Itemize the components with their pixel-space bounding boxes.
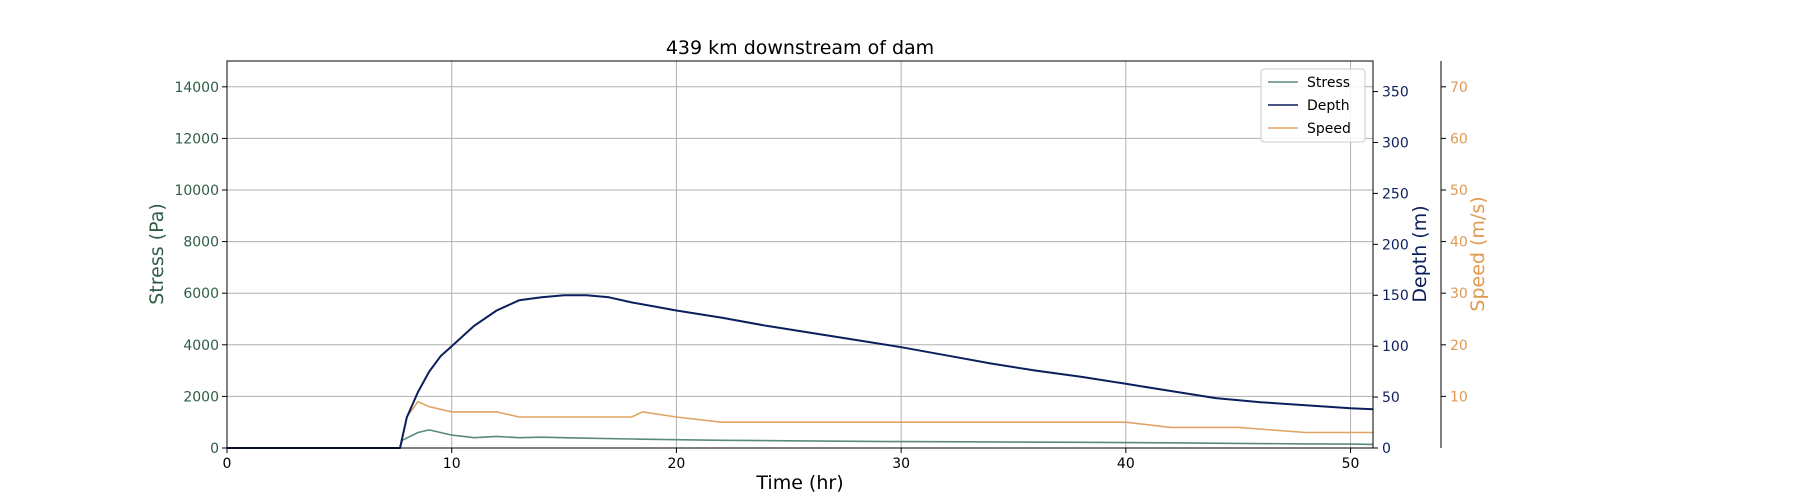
series-line-speed: [227, 400, 1373, 449]
speed-tick-label: 50: [1450, 183, 1468, 199]
depth-tick-label: 100: [1382, 339, 1409, 355]
series-line-depth: [227, 294, 1374, 449]
stress-tick-label: 12000: [174, 131, 219, 147]
depth-tick-label: 250: [1382, 186, 1409, 202]
stress-axis-label: Stress (Pa): [146, 203, 168, 305]
legend-label-depth: Depth: [1307, 98, 1350, 114]
stress-tick-label: 0: [210, 441, 219, 457]
speed-tick-label: 10: [1450, 389, 1468, 405]
stress-axis: 0 2000 4000 6000 8000 10000 12000 14000: [174, 80, 227, 457]
depth-tick-label: 150: [1382, 288, 1409, 304]
chart-title: 439 km downstream of dam: [666, 37, 934, 59]
legend-label-stress: Stress: [1307, 75, 1350, 91]
x-tick-label: 0: [223, 456, 232, 472]
x-tick-label: 20: [667, 456, 685, 472]
x-axis: 0 10 20 30 40 50: [223, 448, 1360, 472]
stress-tick-label: 4000: [183, 338, 219, 354]
x-tick-label: 10: [443, 456, 461, 472]
x-axis-label: Time (hr): [755, 472, 843, 494]
x-tick-label: 30: [892, 456, 910, 472]
stress-tick-label: 8000: [183, 235, 219, 251]
depth-axis: 0 50 100 150 200 250 300 350: [1373, 85, 1409, 457]
depth-tick-label: 300: [1382, 135, 1409, 151]
speed-axis: 10 20 30 40 50 60 70: [1440, 61, 1468, 448]
series-layer: [227, 294, 1374, 449]
depth-axis-label: Depth (m): [1409, 205, 1431, 302]
speed-tick-label: 70: [1450, 80, 1468, 96]
speed-axis-label: Speed (m/s): [1467, 196, 1489, 311]
speed-tick-label: 40: [1450, 235, 1468, 251]
legend: Stress Depth Speed: [1260, 68, 1366, 143]
speed-tick-label: 20: [1450, 338, 1468, 354]
plot-frame: [226, 60, 1374, 449]
series-line-stress: [227, 429, 1374, 449]
depth-tick-label: 200: [1382, 237, 1409, 253]
legend-box: [1260, 68, 1366, 143]
speed-tick-label: 30: [1450, 286, 1468, 302]
stress-tick-label: 14000: [174, 80, 219, 96]
depth-tick-label: 350: [1382, 85, 1409, 101]
grid: [226, 61, 1373, 449]
stress-tick-label: 6000: [183, 286, 219, 302]
depth-tick-label: 50: [1382, 390, 1400, 406]
stress-tick-label: 10000: [174, 183, 219, 199]
x-tick-label: 40: [1117, 456, 1135, 472]
stress-tick-label: 2000: [183, 389, 219, 405]
speed-tick-label: 60: [1450, 131, 1468, 147]
depth-tick-label: 0: [1382, 441, 1391, 457]
x-tick-label: 50: [1342, 456, 1360, 472]
legend-label-speed: Speed: [1307, 121, 1351, 137]
